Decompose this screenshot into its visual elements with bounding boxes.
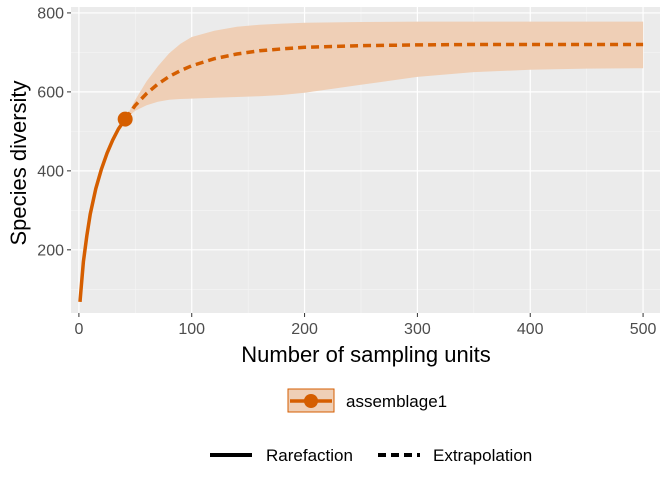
legend-extrapolation-label: Extrapolation: [433, 446, 532, 465]
legend-assemblage-point: [304, 394, 318, 408]
legend-rarefaction-label: Rarefaction: [266, 446, 353, 465]
legend-assemblage-label: assemblage1: [346, 392, 447, 411]
x-tick-label: 400: [517, 321, 544, 338]
legend-assemblage: assemblage1: [287, 388, 447, 413]
extrapolation-line: [123, 42, 644, 121]
y-tick-label: 600: [37, 84, 64, 101]
y-axis-title: Species diversity: [6, 80, 31, 245]
observed-point: [117, 111, 133, 127]
x-tick-label: 500: [630, 321, 657, 338]
x-axis-title: Number of sampling units: [241, 342, 490, 367]
x-tick-label: 100: [178, 321, 205, 338]
x-tick-label: 200: [291, 321, 318, 338]
rarefaction-line: [78, 118, 127, 303]
y-tick-label: 400: [37, 163, 64, 180]
y-tick-label: 200: [37, 242, 64, 259]
y-tick-label: 800: [37, 5, 64, 22]
x-tick-label: 0: [74, 321, 83, 338]
x-tick-label: 300: [404, 321, 431, 338]
legend-method: Rarefaction Extrapolation: [210, 446, 532, 465]
